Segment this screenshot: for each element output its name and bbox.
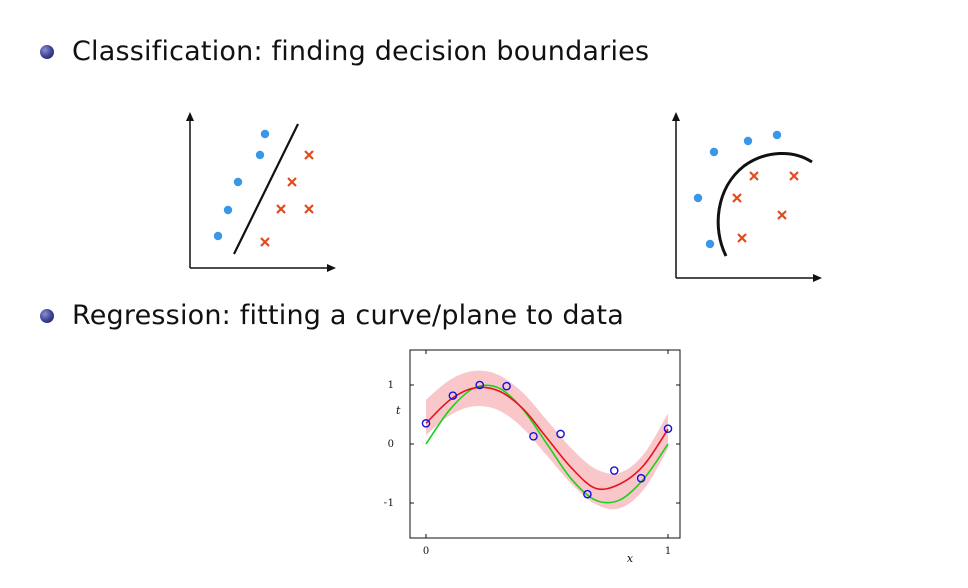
decision-boundary-curve xyxy=(716,151,813,257)
curve-lines xyxy=(425,384,669,504)
linear-boundary-diagram xyxy=(186,112,336,272)
class-b-points xyxy=(260,150,314,247)
class-b-cross xyxy=(260,237,270,247)
bullet-icon xyxy=(40,44,54,59)
class-a-point xyxy=(233,177,243,187)
y-axis-arrow-icon xyxy=(672,112,680,121)
y-tick-label: 0 xyxy=(388,439,394,450)
true-function-curve xyxy=(425,384,669,504)
band-area xyxy=(426,370,668,510)
regression-chart: 1 0 −1 t 0 1 x xyxy=(384,349,681,565)
class-b-cross xyxy=(732,193,742,203)
data-point xyxy=(421,419,431,428)
data-points xyxy=(421,380,673,499)
tick-marks xyxy=(410,350,680,538)
y-tick-label: 1 xyxy=(388,380,394,391)
class-b-cross xyxy=(749,171,759,181)
bullet-text: Regression: fitting a curve/plane to dat… xyxy=(72,300,624,331)
class-b-cross xyxy=(276,204,286,214)
class-a-point xyxy=(260,129,270,139)
class-a-point xyxy=(223,205,233,215)
data-point xyxy=(475,380,485,390)
class-a-point xyxy=(743,136,753,146)
class-b-cross xyxy=(287,177,297,187)
data-point xyxy=(663,424,673,433)
fitted-curve xyxy=(425,386,669,491)
confidence-band xyxy=(426,370,668,510)
class-a-point xyxy=(255,150,265,160)
data-point xyxy=(636,473,646,483)
bullet-icon xyxy=(40,308,54,323)
x-tick-label: 1 xyxy=(665,546,671,557)
bullet-regression: Regression: fitting a curve/plane to dat… xyxy=(40,300,624,331)
bullet-text: Classification: finding decision boundar… xyxy=(72,36,650,67)
curved-boundary-diagram xyxy=(672,112,822,282)
class-a-point xyxy=(709,147,719,157)
y-axis-arrow-icon xyxy=(186,112,194,121)
data-point xyxy=(529,432,538,441)
class-a-point xyxy=(772,130,782,140)
x-axis-label: x xyxy=(627,552,634,565)
class-a-points xyxy=(693,130,782,249)
class-b-cross xyxy=(789,171,799,181)
y-axis-label: t xyxy=(396,404,401,417)
data-point xyxy=(583,489,592,499)
data-point xyxy=(556,429,565,439)
data-point xyxy=(502,381,511,391)
class-a-point xyxy=(693,193,703,203)
class-a-points xyxy=(213,129,270,241)
data-point xyxy=(448,391,458,400)
class-b-cross xyxy=(737,233,747,243)
class-b-cross xyxy=(777,210,787,220)
x-tick-label: 0 xyxy=(423,546,429,557)
class-b-cross xyxy=(304,204,314,214)
class-a-point xyxy=(705,239,715,249)
axes xyxy=(675,118,816,279)
class-a-point xyxy=(213,231,223,241)
y-tick-label: −1 xyxy=(384,498,394,509)
x-axis-arrow-icon xyxy=(813,274,822,282)
bullet-classification: Classification: finding decision boundar… xyxy=(40,36,649,67)
x-axis-arrow-icon xyxy=(327,264,336,272)
data-point xyxy=(609,466,619,475)
class-b-points xyxy=(732,171,799,243)
axes xyxy=(189,118,330,269)
class-b-cross xyxy=(304,150,314,160)
decision-boundary-line xyxy=(233,123,299,255)
